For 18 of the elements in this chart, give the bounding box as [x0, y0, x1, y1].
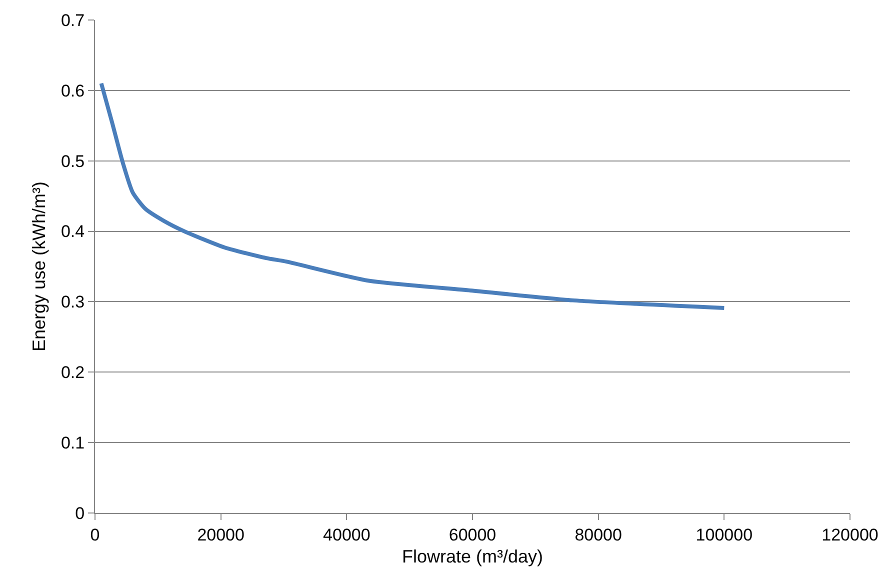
- x-tick-label: 0: [90, 525, 100, 544]
- y-tick-label: 0.3: [60, 292, 85, 312]
- y-tick-label: 0.5: [60, 152, 85, 171]
- x-axis-title: Flowrate (m³/day): [402, 546, 544, 566]
- y-tick-label: 0: [75, 504, 85, 523]
- x-tick-label: 100000: [696, 525, 753, 544]
- y-tick-label: 0.4: [60, 222, 85, 242]
- x-tick-label: 80000: [574, 525, 622, 544]
- line-series: [99, 81, 726, 310]
- y-tick-label: 0.1: [60, 434, 85, 453]
- y-tick-label: 0.6: [60, 81, 85, 100]
- y-tick-label: 0.2: [60, 363, 85, 382]
- y-tick-label: 0.7: [60, 10, 85, 30]
- x-tick-label: 120000: [822, 525, 878, 544]
- y-axis-title: Energy use (kWh/m³): [29, 181, 50, 352]
- x-tick-label: 20000: [197, 525, 244, 544]
- x-tick-label: 60000: [448, 525, 496, 544]
- x-tick-label: 40000: [323, 525, 370, 544]
